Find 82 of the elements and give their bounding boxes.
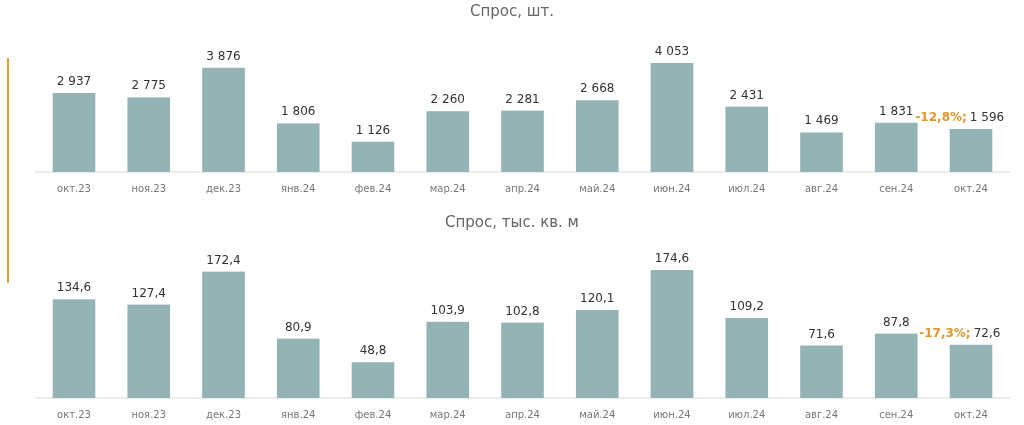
bar [874,333,918,398]
bar [52,299,96,398]
bar [800,132,843,172]
x-tick-label: июл.24 [728,183,766,194]
data-label: 103,9 [430,302,465,317]
bar [725,106,769,172]
x-tick-label: июл.24 [728,409,766,420]
chart-title: Спрос, тыс. кв. м [445,213,579,231]
bar [351,362,395,398]
data-label: 2 260 [430,92,465,107]
data-label: 1 596 [969,110,1005,125]
data-label: 1 806 [281,104,316,119]
x-tick-label: июн.24 [653,409,691,420]
x-tick-label: авг.24 [804,183,839,194]
chart-title: Спрос, шт. [470,2,554,20]
x-tick-label: окт.24 [954,183,988,194]
x-tick-label: ноя.23 [131,409,167,420]
data-label: 71,6 [808,326,835,341]
data-label: 120,1 [580,290,615,305]
x-tick-label: авг.24 [804,409,839,420]
data-label: 1 126 [355,122,391,137]
x-tick-label: дек.23 [205,183,242,194]
x-tick-label: окт.23 [57,183,91,194]
bar [575,309,619,398]
x-tick-label: янв.24 [281,409,316,420]
bar [52,93,96,172]
data-label: 87,8 [882,314,910,329]
x-tick-label: ноя.23 [131,183,167,194]
data-label: 72,6 [973,325,1001,340]
bar [127,304,171,398]
x-tick-label: сен.24 [879,409,914,420]
x-tick-label: фев.24 [354,409,392,420]
bar [202,271,245,398]
x-tick-label: апр.24 [505,183,540,194]
bar [426,111,470,172]
data-label: 2 668 [580,81,615,96]
data-label: 2 937 [56,74,92,89]
x-tick-label: май.24 [579,409,616,420]
x-tick-label: дек.23 [205,409,242,420]
x-tick-label: апр.24 [505,409,540,420]
data-label: 4 053 [654,44,690,58]
data-label: 3 876 [206,48,241,63]
data-label: 134,6 [56,280,92,295]
bar [127,97,171,172]
data-label: 172,4 [206,252,241,267]
data-label: 2 775 [131,78,166,93]
data-label: 2 281 [505,91,540,106]
x-tick-label: окт.23 [57,409,91,420]
data-label: 80,9 [284,319,312,334]
annotation: -17,3%; [919,325,971,340]
bar [351,141,395,172]
bar [650,63,694,172]
data-label: 174,6 [654,251,690,265]
data-label: 1 831 [879,103,914,118]
bar [949,344,993,398]
bar [949,129,993,172]
bar [800,345,843,398]
bar [276,338,320,398]
data-label: 102,8 [505,303,540,318]
bar [874,122,918,172]
data-label: 2 431 [729,87,764,102]
x-tick-label: мар.24 [429,183,466,194]
annotation: -12,8%; [915,110,967,125]
data-label: 48,8 [359,343,387,358]
bar [426,321,470,398]
bar [202,67,245,172]
x-tick-label: мар.24 [429,409,466,420]
bar [650,270,694,398]
bar [276,123,320,172]
data-label: 109,2 [729,298,764,313]
bar [725,317,769,398]
bar [501,322,544,398]
x-tick-label: май.24 [579,183,616,194]
bar [501,110,544,172]
data-label: 127,4 [131,285,166,300]
data-label: 1 469 [804,113,839,128]
x-tick-label: фев.24 [354,183,392,194]
x-tick-label: окт.24 [954,409,988,420]
x-tick-label: сен.24 [879,183,914,194]
bar [575,100,619,172]
x-tick-label: янв.24 [281,183,316,194]
x-tick-label: июн.24 [653,183,691,194]
